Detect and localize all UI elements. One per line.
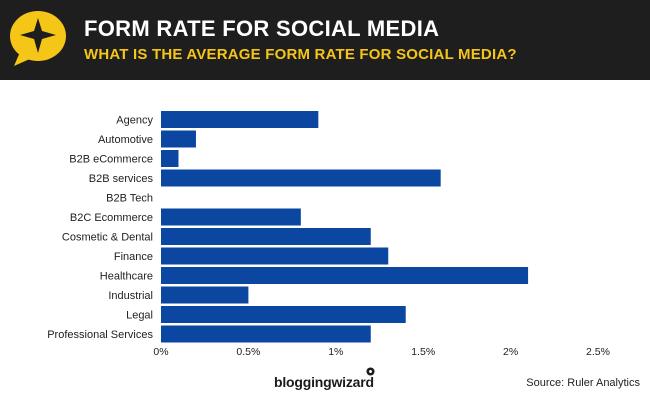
category-label: B2B Tech bbox=[106, 193, 153, 205]
x-tick-label: 0% bbox=[153, 346, 168, 358]
bar bbox=[161, 267, 529, 284]
x-tick-labels: 0% 0.5% 1% 1.5% 2% 2.5% bbox=[153, 346, 610, 358]
bar bbox=[161, 169, 441, 187]
bar bbox=[161, 130, 196, 148]
header-banner: FORM RATE FOR SOCIAL MEDIA WHAT IS THE A… bbox=[0, 0, 650, 80]
bar bbox=[161, 228, 371, 245]
bar bbox=[161, 286, 249, 304]
page-subtitle: WHAT IS THE AVERAGE FORM RATE FOR SOCIAL… bbox=[84, 46, 517, 63]
category-label: Professional Services bbox=[47, 329, 153, 341]
bar bbox=[161, 325, 371, 343]
form-rate-bar-chart: Agency Automotive B2B eCommerce B2B service… bbox=[47, 111, 610, 358]
bar bbox=[161, 150, 179, 167]
star-speech-bubble-icon bbox=[10, 11, 66, 66]
category-label: Agency bbox=[116, 115, 153, 127]
x-tick-label: 2% bbox=[503, 346, 518, 358]
x-tick-label: 1% bbox=[328, 346, 343, 358]
category-label: Healthcare bbox=[100, 271, 153, 283]
page-title: FORM RATE FOR SOCIAL MEDIA bbox=[84, 16, 440, 41]
x-tick-label: 0.5% bbox=[236, 346, 260, 358]
x-tick-label: 1.5% bbox=[411, 346, 435, 358]
category-label: Automotive bbox=[98, 134, 153, 146]
category-label: Cosmetic & Dental bbox=[62, 232, 153, 244]
bar bbox=[161, 247, 389, 265]
category-label: B2B eCommerce bbox=[69, 154, 153, 166]
category-label: Industrial bbox=[108, 290, 153, 302]
category-labels: Agency Automotive B2B eCommerce B2B service… bbox=[47, 115, 153, 342]
category-label: B2C Ecommerce bbox=[70, 212, 153, 224]
bar bbox=[161, 208, 301, 226]
category-label: Finance bbox=[114, 251, 153, 263]
source-note: Source: Ruler Analytics bbox=[526, 377, 640, 389]
bar bbox=[161, 306, 406, 323]
brand-gear-icon bbox=[366, 367, 375, 376]
category-label: Legal bbox=[126, 310, 153, 322]
bar bbox=[161, 111, 319, 128]
category-label: B2B services bbox=[89, 173, 154, 185]
x-tick-label: 2.5% bbox=[586, 346, 610, 358]
brand-logo-text: bloggingwizard bbox=[274, 374, 374, 390]
bars bbox=[161, 111, 529, 343]
